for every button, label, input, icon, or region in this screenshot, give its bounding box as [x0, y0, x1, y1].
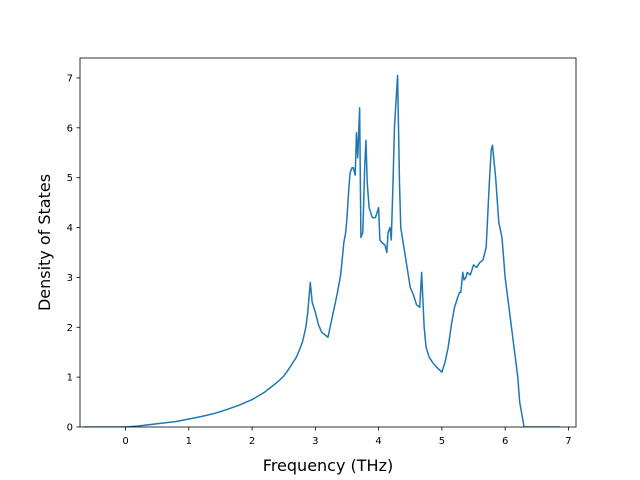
plot-frame [79, 57, 577, 428]
x-tick-label: 5 [439, 436, 445, 447]
x-tick-label: 0 [122, 436, 128, 447]
y-tick-label: 7 [67, 73, 73, 84]
y-axis-ticks: 0 1 2 3 4 5 6 7 [67, 73, 80, 434]
y-tick-label: 2 [67, 323, 73, 334]
x-tick-label: 2 [249, 436, 255, 447]
y-axis-label: Density of States [35, 174, 54, 311]
y-tick-label: 5 [67, 173, 73, 184]
y-tick-label: 1 [67, 373, 73, 384]
x-axis-ticks: 0 1 2 3 4 5 6 7 [122, 427, 572, 447]
x-tick-label: 7 [565, 436, 571, 447]
x-tick-label: 4 [375, 436, 381, 447]
x-tick-label: 6 [502, 436, 508, 447]
x-axis-label: Frequency (THz) [263, 456, 393, 475]
y-tick-label: 6 [67, 123, 73, 134]
dos-series-line [83, 74, 560, 427]
plot-area [79, 57, 577, 428]
y-tick-label: 4 [67, 223, 73, 234]
y-tick-label: 0 [67, 423, 73, 434]
x-tick-label: 1 [186, 436, 192, 447]
x-tick-label: 3 [312, 436, 318, 447]
y-tick-label: 3 [67, 273, 73, 284]
